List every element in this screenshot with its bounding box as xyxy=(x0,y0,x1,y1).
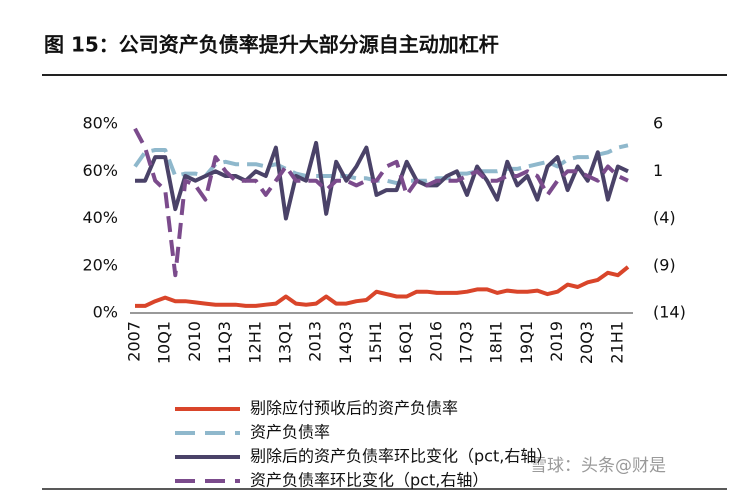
x-tick-label: 12H1 xyxy=(245,321,264,364)
x-tick-label: 17Q3 xyxy=(457,321,476,364)
yticks-label: 20% xyxy=(82,255,118,274)
chart-title: 图 15：公司资产负债率提升大部分源自主动加杠杆 xyxy=(44,33,499,57)
yticks-label: 60% xyxy=(82,161,118,180)
x-tick-label: 2013 xyxy=(306,321,325,362)
yticks-label: 80% xyxy=(82,114,118,133)
y2ticks-label: 6 xyxy=(653,114,663,133)
series-line xyxy=(133,127,629,278)
legend-label: 资产负债率 xyxy=(250,423,330,442)
legend-label: 剔除应付预收后的资产负债率 xyxy=(250,399,458,418)
x-tick-label: 2010 xyxy=(185,321,204,362)
x-tick-label: 2007 xyxy=(125,321,144,362)
x-tick-label: 13Q1 xyxy=(275,321,294,364)
yticks-label: 40% xyxy=(82,208,118,227)
watermark: 雪球：头条@财是 xyxy=(530,456,666,476)
x-tick-label: 14Q3 xyxy=(336,321,355,364)
x-tick-label: 16Q1 xyxy=(396,321,415,364)
x-tick-label: 21H1 xyxy=(607,321,626,364)
series-line xyxy=(135,140,629,221)
legend-label: 资产负债率环比变化（pct,右轴） xyxy=(250,471,488,490)
legend-label: 剔除后的资产负债率环比变化（pct,右轴） xyxy=(250,447,552,466)
x-tick-label: 2016 xyxy=(426,321,445,362)
x-tick-label: 11Q3 xyxy=(215,321,234,364)
y2ticks-label: (9) xyxy=(653,255,676,274)
y2ticks-label: (14) xyxy=(653,303,686,322)
x-tick-label: 20Q3 xyxy=(577,321,596,364)
x-tick-label: 15H1 xyxy=(366,321,385,364)
series-line xyxy=(135,265,630,308)
y2ticks-label: 1 xyxy=(653,161,663,180)
x-tick-label: 19Q1 xyxy=(517,321,536,364)
x-tick-label: 10Q1 xyxy=(155,321,174,364)
yticks-label: 0% xyxy=(93,303,118,322)
x-tick-label: 2019 xyxy=(547,321,566,362)
x-tick-label: 18H1 xyxy=(487,321,506,364)
y2ticks-label: (4) xyxy=(653,208,676,227)
